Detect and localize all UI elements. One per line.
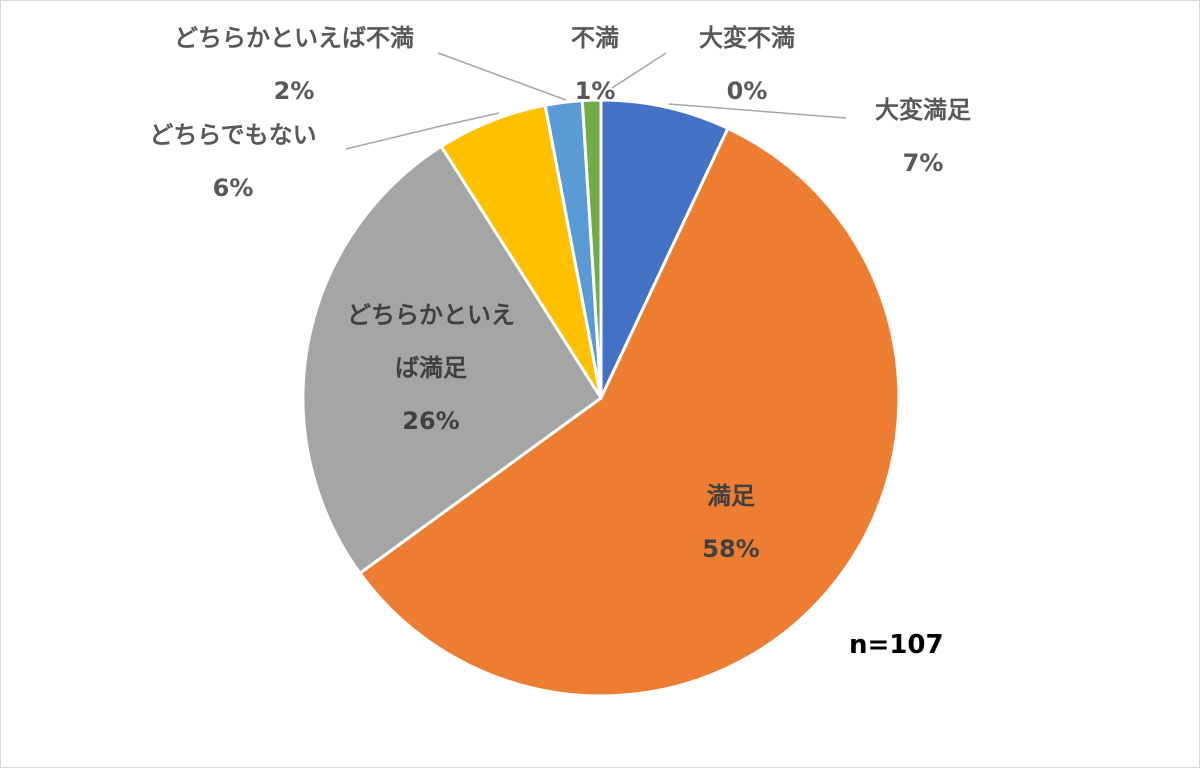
data-label-satisfied: 満足 58% [702, 482, 759, 563]
pie-slice-dissatisfied [580, 98, 603, 400]
data-label-somewhat-dissatisfied: どちらかといえば不満 2% [174, 24, 414, 105]
data-label-neutral: どちらでもない 6% [149, 121, 316, 202]
pie-slice-satisfied [358, 126, 901, 698]
pie-slice-somewhat-satisfied [301, 144, 603, 575]
leader-line-somewhat-dissatisfied [437, 52, 567, 101]
data-label-very-dissatisfied: 大変不満 0% [699, 24, 795, 105]
leader-line-neutral [345, 112, 500, 150]
data-label-dissatisfied: 不満 1% [571, 24, 619, 105]
data-label-somewhat-satisfied: どちらかといえば満足 26% [347, 301, 515, 435]
sample-size-annotation: n=107 [849, 630, 944, 660]
leader-line-very-dissatisfied [611, 52, 667, 89]
data-label-very-satisfied: 大変満足 7% [875, 96, 971, 177]
pie-slice-very-satisfied [599, 98, 730, 400]
leader-line-very-satisfied [668, 103, 847, 119]
